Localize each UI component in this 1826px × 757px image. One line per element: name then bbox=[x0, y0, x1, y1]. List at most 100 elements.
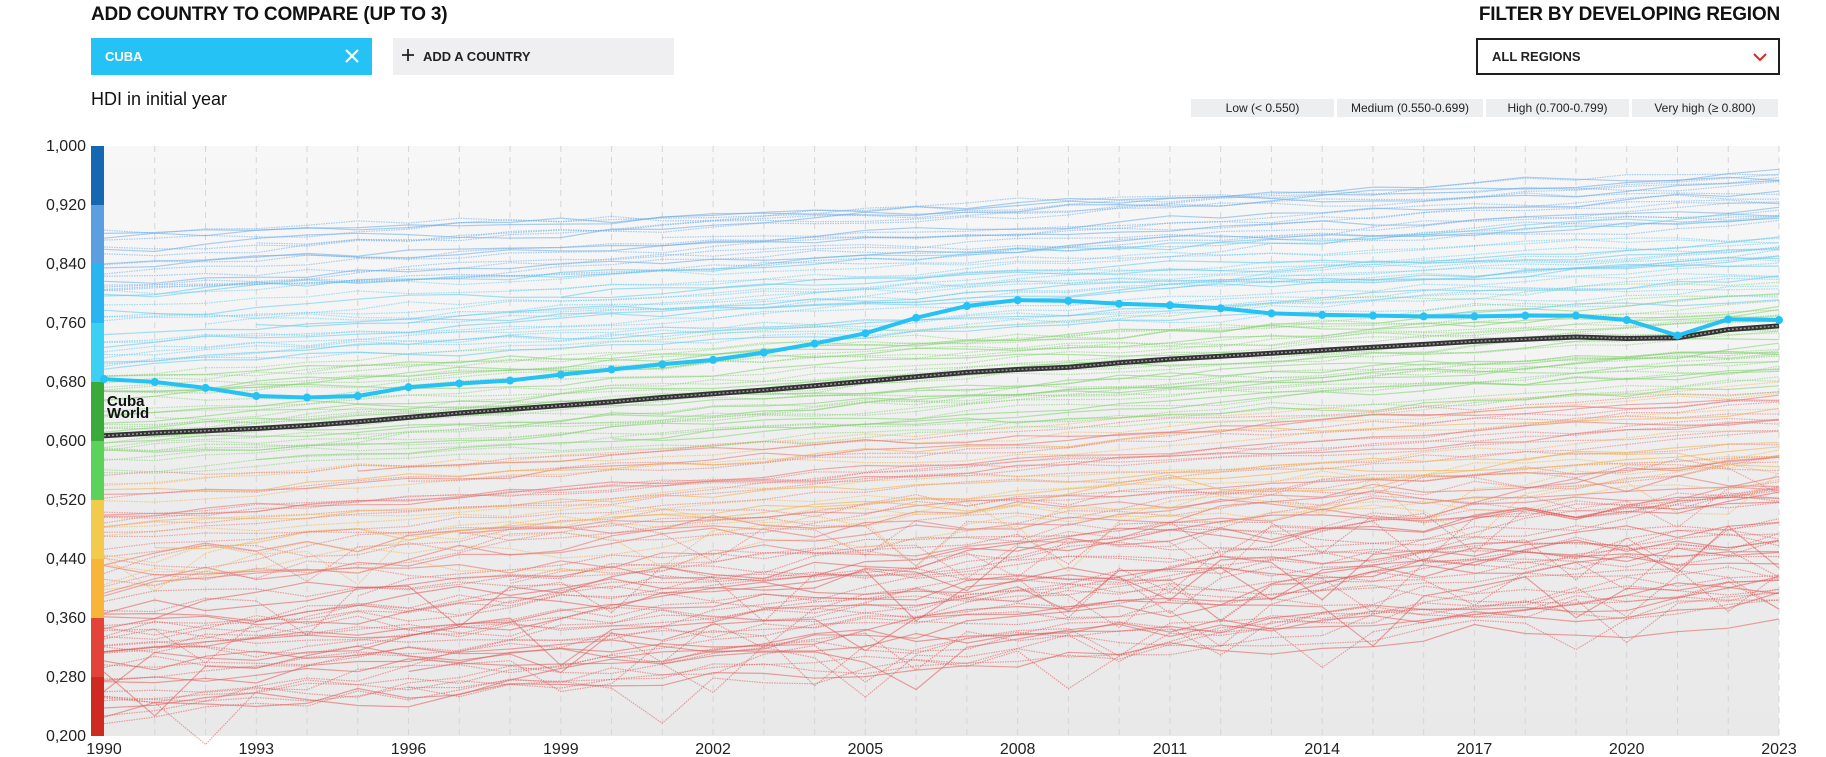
country-line bbox=[103, 246, 1780, 318]
cuba-point-1996[interactable] bbox=[404, 383, 413, 392]
country-line bbox=[103, 592, 1780, 702]
cuba-point-2016[interactable] bbox=[1419, 312, 1428, 321]
country-line bbox=[103, 293, 1780, 393]
x-tick-label: 2005 bbox=[848, 741, 884, 757]
cuba-point-1999[interactable] bbox=[556, 370, 565, 379]
country-line bbox=[103, 330, 1780, 430]
cuba-point-2013[interactable] bbox=[1267, 309, 1276, 318]
country-line bbox=[154, 452, 1780, 550]
cuba-point-1997[interactable] bbox=[455, 379, 464, 388]
cuba-point-1995[interactable] bbox=[353, 392, 362, 401]
compare-heading: ADD COUNTRY TO COMPARE (UP TO 3) bbox=[91, 4, 448, 25]
country-line bbox=[103, 579, 1780, 702]
country-line bbox=[408, 400, 1779, 482]
region-select[interactable]: ALL REGIONS bbox=[1476, 38, 1780, 75]
country-line bbox=[103, 391, 1780, 473]
legend-low-label: Low (< 0.550) bbox=[1225, 101, 1300, 115]
cuba-point-2019[interactable] bbox=[1571, 311, 1580, 320]
x-tick-label: 1990 bbox=[86, 741, 122, 757]
country-line bbox=[103, 216, 1780, 297]
cuba-point-1994[interactable] bbox=[303, 393, 312, 402]
country-line bbox=[103, 521, 1780, 692]
cuba-point-1990[interactable] bbox=[100, 375, 108, 384]
cuba-point-2005[interactable] bbox=[861, 329, 870, 338]
country-line bbox=[560, 248, 1780, 299]
country-line bbox=[103, 177, 1780, 250]
country-line bbox=[103, 576, 1780, 684]
cuba-point-2015[interactable] bbox=[1368, 311, 1377, 320]
cuba-point-2007[interactable] bbox=[962, 302, 971, 311]
cuba-point-2014[interactable] bbox=[1318, 310, 1327, 319]
legend-very-high-label: Very high (≥ 0.800) bbox=[1654, 101, 1756, 115]
country-line bbox=[103, 591, 1780, 718]
cuba-point-2012[interactable] bbox=[1216, 304, 1225, 313]
country-line bbox=[103, 472, 1780, 591]
chart-subtitle: HDI in initial year bbox=[91, 89, 228, 109]
country-line bbox=[103, 418, 1780, 518]
country-line bbox=[103, 217, 1780, 284]
x-tick-label: 1999 bbox=[543, 741, 579, 757]
country-line bbox=[104, 392, 1780, 485]
country-line bbox=[510, 246, 1780, 291]
country-line bbox=[103, 518, 1780, 638]
cuba-point-2021[interactable] bbox=[1673, 331, 1682, 340]
color-bar-segment-5 bbox=[91, 382, 104, 441]
country-line bbox=[103, 236, 1780, 316]
x-axis: 1990 1993 1996 1999 2002 2005 2008 2011 2014 2017… bbox=[86, 741, 1797, 757]
country-line bbox=[103, 320, 1780, 402]
country-line bbox=[357, 502, 1780, 597]
country-line bbox=[103, 489, 1780, 627]
country-line bbox=[103, 569, 1780, 693]
country-line bbox=[103, 449, 1780, 586]
cuba-point-2008[interactable] bbox=[1013, 296, 1022, 305]
y-tick-label: 0,440 bbox=[46, 551, 86, 568]
cuba-point-2000[interactable] bbox=[607, 365, 616, 374]
country-line bbox=[103, 540, 1780, 645]
cuba-point-1991[interactable] bbox=[150, 378, 159, 386]
selected-country-chip[interactable]: CUBA bbox=[91, 38, 372, 75]
country-line bbox=[103, 255, 1780, 318]
close-icon[interactable] bbox=[342, 46, 362, 69]
cuba-point-2009[interactable] bbox=[1064, 296, 1073, 305]
country-line bbox=[103, 401, 1780, 499]
x-tick-label: 1993 bbox=[238, 741, 274, 757]
cuba-point-1992[interactable] bbox=[201, 383, 210, 392]
cuba-point-2001[interactable] bbox=[658, 360, 667, 369]
world-series-line bbox=[103, 323, 1780, 439]
add-country-button[interactable]: ADD A COUNTRY bbox=[393, 38, 674, 75]
country-line bbox=[103, 381, 1780, 487]
cuba-point-2003[interactable] bbox=[759, 348, 768, 357]
cuba-series-line[interactable] bbox=[103, 298, 1780, 400]
country-line bbox=[357, 399, 1780, 472]
y-tick-label: 0,600 bbox=[46, 433, 86, 450]
country-line bbox=[103, 173, 1780, 257]
cuba-point-2002[interactable] bbox=[709, 355, 718, 364]
cuba-point-2011[interactable] bbox=[1165, 301, 1174, 310]
add-country-label: ADD A COUNTRY bbox=[423, 49, 531, 64]
cuba-point-2010[interactable] bbox=[1115, 299, 1124, 308]
cuba-point-2018[interactable] bbox=[1521, 311, 1530, 320]
country-line bbox=[103, 201, 1780, 266]
country-line bbox=[103, 421, 1780, 515]
legend-medium-label: Medium (0.550-0.699) bbox=[1350, 101, 1470, 115]
country-line bbox=[103, 479, 1780, 586]
x-tick-label: 2020 bbox=[1609, 741, 1645, 757]
country-line bbox=[103, 361, 1780, 437]
cuba-point-1998[interactable] bbox=[506, 376, 515, 385]
country-line bbox=[103, 179, 1780, 234]
cuba-point-2004[interactable] bbox=[810, 339, 819, 348]
cuba-point-2006[interactable] bbox=[912, 313, 921, 322]
cuba-point-2023[interactable] bbox=[1775, 316, 1783, 325]
cuba-point-2017[interactable] bbox=[1470, 312, 1479, 321]
cuba-point-2020[interactable] bbox=[1622, 316, 1631, 325]
country-line bbox=[103, 360, 1780, 452]
chevron-down-icon bbox=[1752, 49, 1768, 68]
country-line bbox=[103, 542, 1780, 654]
country-line bbox=[104, 309, 1780, 392]
country-line bbox=[103, 491, 1780, 622]
country-line bbox=[205, 248, 1780, 325]
y-tick-label: 0,200 bbox=[46, 728, 86, 745]
cuba-point-1993[interactable] bbox=[252, 392, 261, 401]
cuba-point-2022[interactable] bbox=[1724, 315, 1733, 324]
